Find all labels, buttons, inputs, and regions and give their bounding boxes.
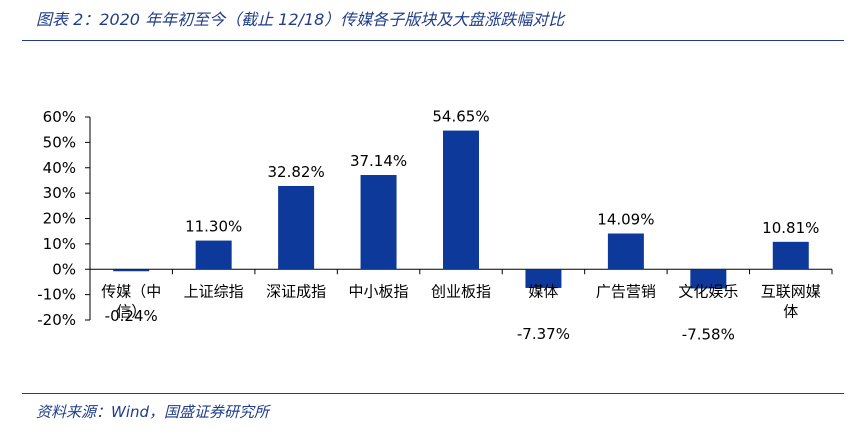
data-label: 14.09%: [597, 210, 654, 228]
title-divider: [22, 40, 844, 41]
data-label: 11.30%: [185, 218, 242, 236]
source-divider: [22, 393, 844, 394]
category-label: 媒体: [528, 282, 558, 300]
figure-title: 图表 2：2020 年年初至今（截止 12/18）传媒各子版块及大盘涨跌幅对比: [36, 10, 565, 29]
category-label: 创业板指: [431, 282, 491, 300]
category-label: 中小板指: [349, 282, 409, 300]
category-label: 广告营销: [596, 282, 656, 300]
bar: [525, 269, 562, 288]
data-label: 37.14%: [350, 152, 407, 170]
category-label: 文化娱乐: [678, 282, 738, 300]
bar: [443, 130, 479, 270]
data-label: 32.82%: [268, 163, 325, 181]
y-tick-label: 60%: [43, 108, 76, 126]
data-label: -0.24%: [105, 307, 158, 325]
bar: [772, 241, 809, 270]
y-tick-label: 0%: [52, 260, 76, 278]
source-note: 资料来源：Wind，国盛证券研究所: [36, 403, 270, 421]
data-label: -7.37%: [517, 325, 570, 343]
y-tick-label: 10%: [43, 235, 76, 253]
bar: [607, 233, 644, 270]
y-tick-label: 50%: [43, 133, 76, 151]
y-tick-label: 30%: [43, 184, 76, 202]
category-label: 上证综指: [184, 282, 244, 300]
y-tick-label: -10%: [37, 286, 76, 304]
bar: [195, 240, 232, 270]
category-label: 互联网媒体: [761, 282, 821, 320]
data-label: -7.58%: [682, 325, 735, 343]
y-tick-label: 40%: [43, 159, 76, 177]
data-label: 54.65%: [432, 108, 489, 126]
y-tick-label: -20%: [37, 311, 76, 329]
bar: [113, 269, 150, 272]
bar: [690, 269, 727, 289]
category-label: 传媒（中信）: [101, 282, 161, 320]
category-label: 深证成指: [266, 282, 326, 300]
data-label: 10.81%: [762, 219, 819, 237]
bar: [278, 185, 315, 270]
y-tick-label: 20%: [43, 210, 76, 228]
bar: [360, 175, 397, 270]
